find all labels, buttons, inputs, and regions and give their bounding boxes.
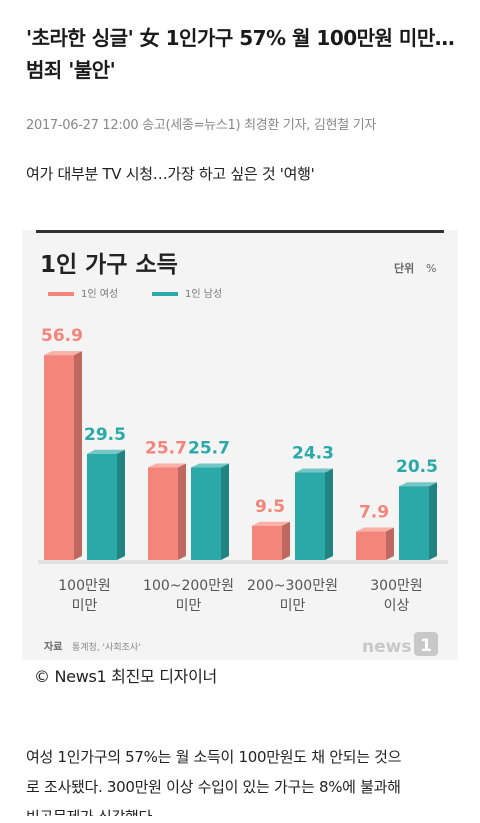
chart-unit: % bbox=[426, 262, 436, 275]
bar-top-1-4 bbox=[356, 527, 394, 532]
legend-swatch-1 bbox=[48, 292, 74, 296]
source-text: 통계청, '사회조사' bbox=[72, 641, 141, 653]
value-label-1-1: 56.9 bbox=[41, 326, 83, 346]
bar-side-2-1 bbox=[117, 449, 125, 560]
category-label-3-1: 200~300만원 bbox=[247, 578, 338, 594]
bar-top-2-1 bbox=[87, 449, 125, 454]
category-label-4-2: 이상 bbox=[384, 598, 410, 614]
category-label-1-2: 미만 bbox=[72, 598, 98, 614]
category-label-1-1: 100만원 bbox=[58, 578, 110, 594]
value-label-2-3: 24.3 bbox=[292, 444, 334, 464]
bar-1-1 bbox=[44, 355, 74, 560]
value-label-1-3: 9.5 bbox=[255, 497, 285, 517]
bar-side-1-3 bbox=[282, 521, 290, 560]
value-label-1-4: 7.9 bbox=[359, 503, 389, 523]
bar-side-2-3 bbox=[325, 468, 333, 560]
body-line-2: 로 조사됐다. 300만원 이상 수입이 있는 가구는 8%에 불과해 bbox=[26, 778, 401, 796]
value-label-1-2: 25.7 bbox=[145, 438, 187, 458]
bar-top-1-1 bbox=[44, 351, 82, 356]
source-label: 자료 bbox=[44, 640, 62, 653]
logo-badge-digit: 1 bbox=[420, 636, 432, 656]
bar-side-1-2 bbox=[178, 463, 186, 560]
category-label-2-2: 미만 bbox=[176, 598, 202, 614]
chart-floor bbox=[38, 560, 448, 564]
bar-side-2-4 bbox=[429, 482, 437, 560]
bar-1-2 bbox=[148, 467, 178, 560]
article-subhead: 여가 대부분 TV 시청…가장 하고 싶은 것 '여행' bbox=[26, 165, 315, 183]
bar-side-2-2 bbox=[221, 463, 229, 560]
category-label-2-1: 100~200만원 bbox=[143, 578, 234, 594]
bar-2-3 bbox=[295, 472, 325, 560]
article-headline: '초라한 싱글' 女 1인가구 57% 월 100만원 미만…범죄 '불안' bbox=[26, 26, 455, 82]
bar-top-2-4 bbox=[399, 482, 437, 487]
image-credit: © News1 최진모 디자이너 bbox=[34, 667, 217, 686]
bar-2-2 bbox=[191, 467, 221, 560]
body-line-1: 여성 1인가구의 57%는 월 소득이 100만원도 채 안되는 것으 bbox=[26, 748, 402, 766]
value-label-2-4: 20.5 bbox=[396, 457, 438, 477]
bar-side-1-4 bbox=[386, 527, 394, 560]
body-line-3: 빈곤문제가 심각했다. bbox=[26, 802, 462, 816]
chart-title: 1인 가구 소득 bbox=[40, 252, 178, 278]
category-label-3-2: 미만 bbox=[280, 598, 306, 614]
bar-top-1-2 bbox=[148, 463, 186, 468]
bar-2-4 bbox=[399, 486, 429, 560]
chart-unit-label: 단위 bbox=[394, 261, 414, 275]
category-label-4-1: 300만원 bbox=[370, 578, 422, 594]
article-byline: 2017-06-27 12:00 송고(세종=뉴스1) 최경환 기자, 김현철 … bbox=[26, 118, 377, 133]
bar-1-4 bbox=[356, 531, 386, 560]
legend-swatch-2 bbox=[152, 292, 178, 296]
bar-top-2-3 bbox=[295, 468, 333, 473]
article-body: 여성 1인가구의 57%는 월 소득이 100만원도 채 안되는 것으 로 조사… bbox=[26, 742, 462, 816]
bar-top-1-3 bbox=[252, 521, 290, 526]
bar-1-3 bbox=[252, 525, 282, 560]
value-label-2-1: 29.5 bbox=[84, 425, 126, 445]
logo-badge bbox=[414, 632, 438, 656]
bar-2-1 bbox=[87, 453, 117, 560]
bar-side-1-1 bbox=[74, 351, 82, 560]
legend-label-2: 1인 남성 bbox=[185, 288, 222, 300]
bar-top-2-2 bbox=[191, 463, 229, 468]
legend-label-1: 1인 여성 bbox=[81, 288, 118, 300]
value-label-2-2: 25.7 bbox=[188, 438, 230, 458]
logo-text: news bbox=[362, 637, 411, 657]
